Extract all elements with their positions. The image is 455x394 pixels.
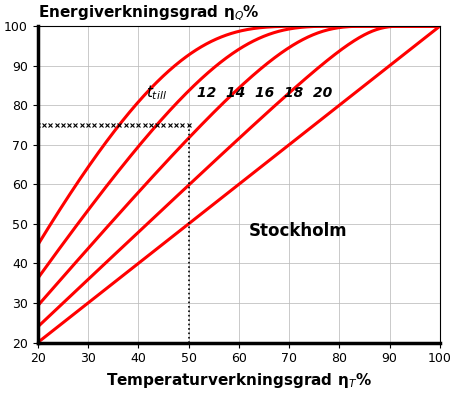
Text: 12  14  16  18  20: 12 14 16 18 20 — [196, 86, 331, 100]
Text: Energiverkningsgrad η$_Q$%: Energiverkningsgrad η$_Q$% — [38, 4, 259, 24]
Text: Stockholm: Stockholm — [248, 222, 347, 240]
X-axis label: Temperaturverkningsgrad η$_T$%: Temperaturverkningsgrad η$_T$% — [106, 371, 371, 390]
Text: $t_{till}$: $t_{till}$ — [146, 83, 167, 102]
